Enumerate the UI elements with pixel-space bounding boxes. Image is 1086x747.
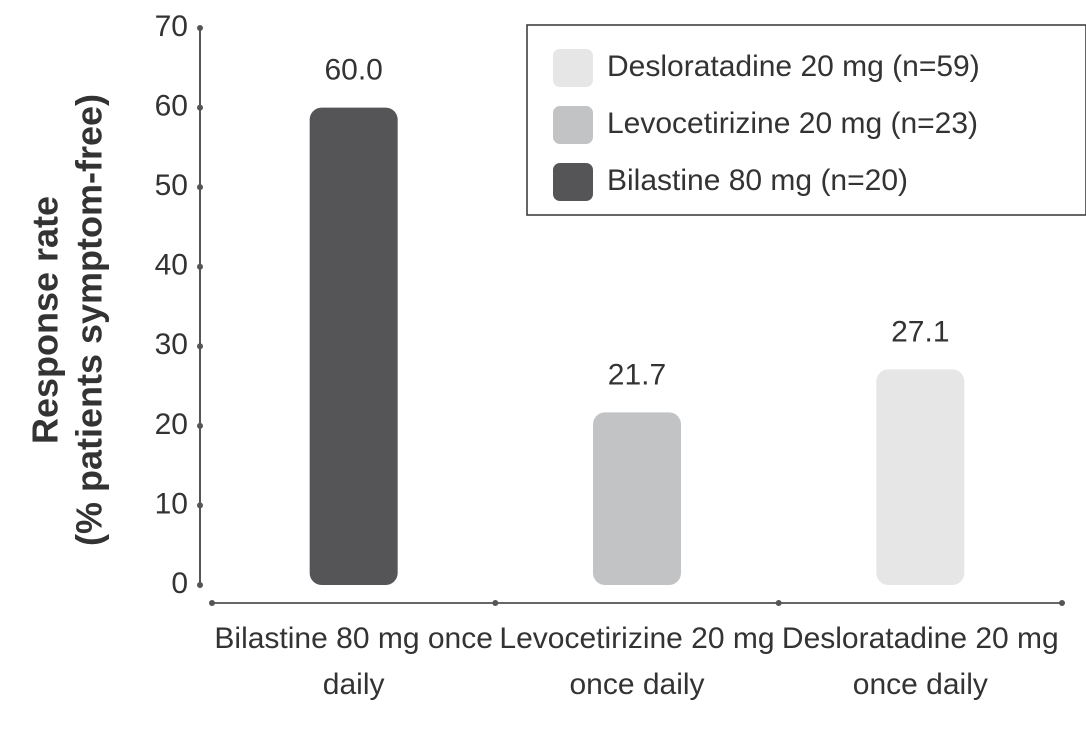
value-label: 21.7 [608,358,666,391]
y-tick [197,502,203,509]
y-tick-label: 40 [155,249,188,282]
x-axis-tick [1059,600,1065,606]
x-axis-tick [209,600,215,606]
legend-swatch [553,163,593,201]
x-tick-label: Desloratadine 20 mg once daily [781,622,1059,701]
value-label: 60.0 [324,53,382,86]
bar [309,107,398,586]
y-axis-label: Response rate [25,196,66,444]
value-label: 27.1 [891,315,949,348]
x-axis-tick [775,600,782,606]
x-tick-label: Levocetirizine 20 mg once daily [499,622,775,701]
y-axis-label: (% patients symptom-free) [69,94,110,546]
y-tick [197,582,203,588]
y-tick-label: 10 [155,487,188,520]
legend-box [526,24,1086,216]
y-tick-label: 20 [155,408,188,441]
y-tick [197,25,203,31]
y-tick-label: 0 [171,567,188,600]
y-tick-label: 30 [155,328,188,361]
bar [593,412,681,585]
legend-swatch [553,49,593,87]
bar [876,369,965,585]
legend-label: Desloratadine 20 mg (n=59) [607,50,980,83]
y-tick-label: 70 [155,10,188,43]
legend-label: Levocetirizine 20 mg (n=23) [607,107,978,140]
y-tick-label: 60 [155,89,188,122]
y-tick-label: 50 [155,169,188,202]
y-tick [197,104,203,111]
legend-swatch [553,106,593,144]
y-tick [197,422,203,429]
x-tick-label: Bilastine 80 mg once daily [214,622,493,701]
y-tick [197,184,203,191]
legend-label: Bilastine 80 mg (n=20) [607,164,908,197]
y-tick [197,263,203,270]
x-axis-tick [492,600,499,606]
y-tick [197,343,203,350]
